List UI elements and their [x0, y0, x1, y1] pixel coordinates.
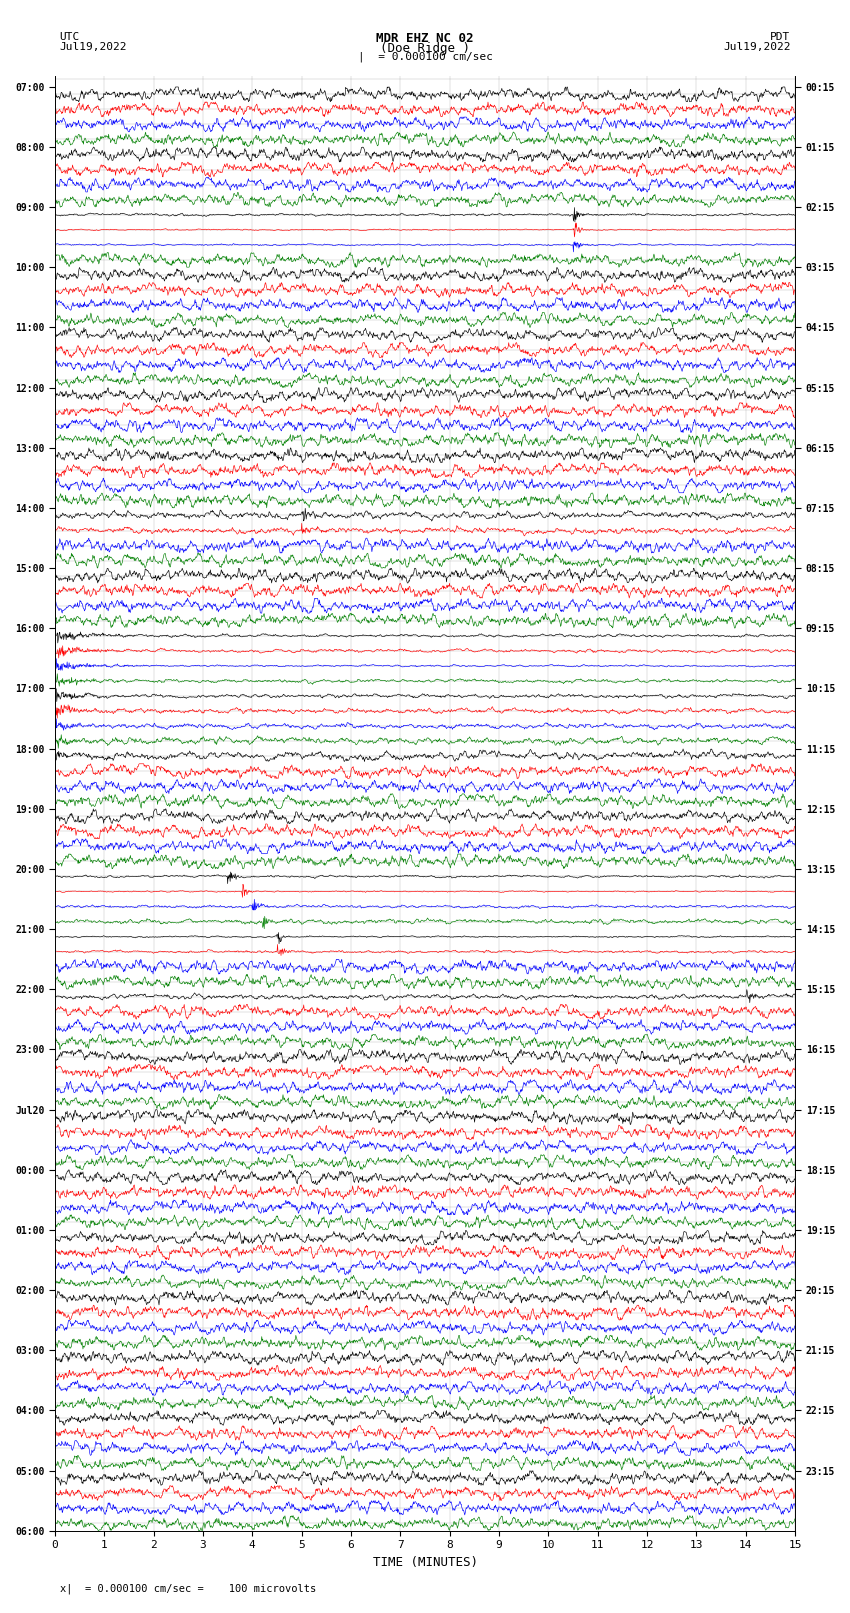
Text: PDT: PDT — [770, 32, 790, 42]
Text: Jul19,2022: Jul19,2022 — [723, 42, 791, 52]
X-axis label: TIME (MINUTES): TIME (MINUTES) — [372, 1557, 478, 1569]
Text: UTC: UTC — [60, 32, 80, 42]
Text: MDR EHZ NC 02: MDR EHZ NC 02 — [377, 32, 473, 45]
Text: |  = 0.000100 cm/sec: | = 0.000100 cm/sec — [358, 52, 492, 63]
Text: x|  = 0.000100 cm/sec =    100 microvolts: x| = 0.000100 cm/sec = 100 microvolts — [60, 1582, 315, 1594]
Text: Jul19,2022: Jul19,2022 — [60, 42, 127, 52]
Text: (Doe Ridge ): (Doe Ridge ) — [380, 42, 470, 55]
